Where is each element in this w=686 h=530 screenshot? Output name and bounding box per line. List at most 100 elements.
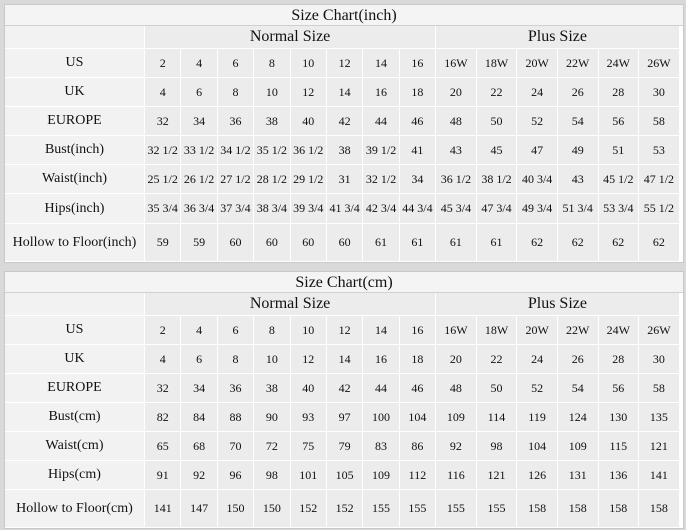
table-row: Waist(inch) 25 1/2 26 1/2 27 1/2 28 1/2 29 1/… (5, 165, 683, 194)
table-cell: 38 (254, 107, 291, 135)
table-cell: 43 (436, 136, 477, 164)
table-cell: 10 (290, 316, 327, 344)
row-label: Hollow to Floor(inch) (5, 224, 145, 261)
table-cell: 47 1/2 (639, 165, 680, 193)
table-cell: 39 1/2 (363, 136, 400, 164)
table-cell: 31 (326, 165, 364, 193)
table-cell: 158 (598, 490, 640, 527)
table-cell: 22W (557, 316, 599, 344)
table-cell: 34 (399, 165, 437, 193)
table-cell: 155 (476, 490, 518, 527)
table-cell: 150 (217, 490, 255, 527)
table-cell: 27 1/2 (217, 165, 255, 193)
table-cell: 6 (181, 78, 218, 106)
table-cell: 51 3/4 (557, 194, 599, 223)
table-cell: 2 (145, 316, 182, 344)
table-cell: 8 (254, 316, 291, 344)
table-cell: 6 (217, 316, 255, 344)
table-cell: 60 (254, 224, 291, 261)
table-cell: 114 (476, 403, 518, 431)
table-cell: 37 3/4 (217, 194, 255, 223)
table-cell: 24 (517, 345, 558, 373)
table-cell: 121 (639, 432, 680, 460)
table-cell: 136 (598, 461, 640, 489)
row-label: UK (5, 345, 145, 373)
table-cell: 155 (399, 490, 437, 527)
table-cell: 155 (436, 490, 477, 527)
table-cell: 84 (181, 403, 218, 431)
table-cell: 52 (517, 107, 558, 135)
table-cell: 12 (326, 49, 364, 77)
table-row: US 2 4 6 8 10 12 14 16 16W 18W 20W 22W 24W 26W (5, 316, 683, 345)
table-cell: 36 (217, 107, 255, 135)
table-cell: 155 (363, 490, 400, 527)
table-cell: 50 (476, 374, 518, 402)
row-label: Hips(inch) (5, 194, 145, 223)
table-cell: 38 1/2 (476, 165, 518, 193)
row-label: Bust(cm) (5, 403, 145, 431)
table-cell: 12 (326, 316, 364, 344)
table-cell: 35 3/4 (145, 194, 182, 223)
table-cell: 60 (290, 224, 327, 261)
table-cell: 34 (181, 374, 218, 402)
table-cell: 36 1/2 (436, 165, 477, 193)
table-cell: 124 (557, 403, 599, 431)
table-cell: 26 (557, 78, 599, 106)
table-cell: 75 (290, 432, 327, 460)
table-cell: 141 (145, 490, 182, 527)
table-cell: 36 1/2 (290, 136, 327, 164)
table-cell: 58 (639, 107, 680, 135)
table-cell: 51 (598, 136, 640, 164)
table-cell: 55 1/2 (639, 194, 680, 223)
table-cell: 10 (254, 345, 291, 373)
row-label: Waist(cm) (5, 432, 145, 460)
table-cell: 30 (639, 345, 680, 373)
table-cell: 48 (436, 107, 477, 135)
table-cell: 26W (639, 316, 680, 344)
table-row: UK 4 6 8 10 12 14 16 18 20 22 24 26 28 30 (5, 345, 683, 374)
table-cell: 46 (399, 374, 437, 402)
table-cell: 135 (639, 403, 680, 431)
table-cell: 65 (145, 432, 182, 460)
table-cell: 150 (254, 490, 291, 527)
table-cell: 112 (399, 461, 437, 489)
table-cell: 152 (290, 490, 327, 527)
table-row: Bust(cm) 82 84 88 90 93 97 100 104 109 114 119 124 13… (5, 403, 683, 432)
table-cell: 101 (290, 461, 327, 489)
table-cell: 28 (598, 78, 640, 106)
table-row: US 2 4 6 8 10 12 14 16 16W 18W 20W 22W 24W 26W (5, 49, 683, 78)
table-cell: 88 (217, 403, 255, 431)
table-cell: 58 (639, 374, 680, 402)
size-group-header: Normal Size Plus Size (5, 26, 683, 49)
table-cell: 46 (399, 107, 437, 135)
table-cell: 8 (217, 78, 255, 106)
table-cell: 32 1/2 (145, 136, 182, 164)
size-group-header: Normal Size Plus Size (5, 293, 683, 316)
table-cell: 115 (598, 432, 640, 460)
table-row: Waist(cm) 65 68 70 72 75 79 83 86 92 98 104 109 115 12… (5, 432, 683, 461)
table-cell: 45 1/2 (598, 165, 640, 193)
table-cell: 30 (639, 78, 680, 106)
row-label: US (5, 49, 145, 77)
table-cell: 18 (399, 345, 437, 373)
table-cell: 8 (254, 49, 291, 77)
table-cell: 109 (557, 432, 599, 460)
table-cell: 22 (476, 345, 518, 373)
table-cell: 130 (598, 403, 640, 431)
table-cell: 14 (363, 49, 400, 77)
table-cell: 41 (399, 136, 437, 164)
row-label: UK (5, 78, 145, 106)
table-cell: 10 (254, 78, 291, 106)
table-cell: 20W (517, 316, 558, 344)
table-cell: 16 (399, 49, 437, 77)
table-cell: 72 (254, 432, 291, 460)
table-row: EUROPE 32 34 36 38 40 42 44 46 48 50 52 54 56 58 (5, 107, 683, 136)
table-cell: 18 (399, 78, 437, 106)
table-cell: 14 (326, 345, 364, 373)
table-cell: 16 (363, 345, 400, 373)
table-cell: 98 (476, 432, 518, 460)
table-cell: 52 (517, 374, 558, 402)
row-label: Hollow to Floor(cm) (5, 490, 145, 527)
chart-title: Size Chart(cm) (5, 272, 683, 293)
table-cell: 62 (517, 224, 558, 261)
